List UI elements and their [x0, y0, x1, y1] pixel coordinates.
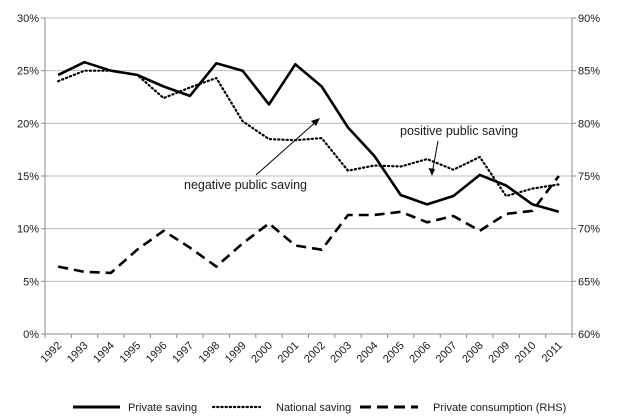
right-y-tick-label: 70%: [578, 224, 600, 236]
annotation-arrowhead-positive: [428, 168, 435, 176]
left-y-tick-label: 0%: [23, 329, 39, 341]
x-tick-label: 1995: [118, 340, 144, 366]
right-y-tick-label: 90%: [578, 13, 600, 25]
x-tick-label: 2003: [328, 340, 354, 366]
x-tick-label: 2009: [486, 340, 512, 366]
legend-item-private-saving: Private saving: [73, 402, 197, 414]
left-y-tick-label: 5%: [23, 276, 39, 288]
x-tick-label: 1998: [197, 340, 223, 366]
x-tick-label: 2007: [434, 340, 460, 366]
right-y-tick-label: 75%: [578, 171, 600, 183]
series-line-1: [57, 69, 560, 198]
x-tick-label: 2004: [355, 340, 381, 366]
x-tick-label: 1996: [144, 340, 170, 366]
left-y-axis-ticks: 0% 5% 10% 15% 20% 25% 30%: [17, 13, 45, 341]
left-y-tick-label: 20%: [17, 118, 39, 130]
x-tick-label: 1994: [91, 340, 117, 366]
annotation-arrow-negative: [255, 119, 319, 176]
annotation-arrowhead-negative: [311, 118, 320, 126]
x-tick-label: 1997: [170, 340, 196, 366]
right-y-tick-label: 80%: [578, 118, 600, 130]
x-tick-label: 2000: [249, 340, 275, 366]
left-y-tick-label: 15%: [17, 171, 39, 183]
left-y-tick-label: 30%: [17, 13, 39, 25]
series-line-0: [57, 60, 560, 214]
x-tick-label: 2011: [540, 340, 565, 365]
right-y-tick-label: 60%: [578, 329, 600, 341]
series-line-2: [57, 175, 560, 275]
x-axis-ticks: 1992 1993 1994 1995 1996 1997 1998 1999 2000 2001…: [38, 334, 573, 366]
x-tick-label: 2002: [302, 340, 328, 366]
annotation-negative-public-saving: negative public saving: [184, 178, 307, 192]
legend-label-private-saving: Private saving: [128, 402, 197, 414]
right-y-tick-label: 85%: [578, 66, 600, 78]
right-y-tick-label: 65%: [578, 276, 600, 288]
legend-label-private-consumption: Private consumption (RHS): [433, 402, 566, 414]
x-tick-label: 1999: [223, 340, 249, 366]
gridlines: [45, 17, 572, 282]
x-tick-label: 2010: [513, 340, 539, 366]
annotation-arrow-positive: [431, 140, 439, 175]
annotation-positive-public-saving: positive public saving: [400, 124, 518, 138]
left-y-tick-label: 25%: [17, 66, 39, 78]
legend: Private saving National saving Private c…: [73, 402, 566, 414]
x-tick-label: 1992: [38, 340, 64, 366]
x-tick-label: 1993: [65, 340, 91, 366]
annotations: positive public saving negative public s…: [184, 118, 518, 192]
x-tick-label: 2006: [407, 340, 433, 366]
right-y-axis-ticks: 60% 65% 70% 75% 80% 85% 90%: [572, 13, 600, 341]
x-tick-label: 2005: [381, 340, 407, 366]
x-tick-label: 2001: [276, 340, 302, 366]
legend-item-national-saving: National saving: [211, 402, 351, 414]
left-y-tick-label: 10%: [17, 224, 39, 236]
series-lines: [57, 60, 560, 275]
legend-label-national-saving: National saving: [276, 402, 351, 414]
legend-item-private-consumption: Private consumption (RHS): [360, 402, 566, 414]
x-tick-label: 2008: [460, 340, 486, 366]
